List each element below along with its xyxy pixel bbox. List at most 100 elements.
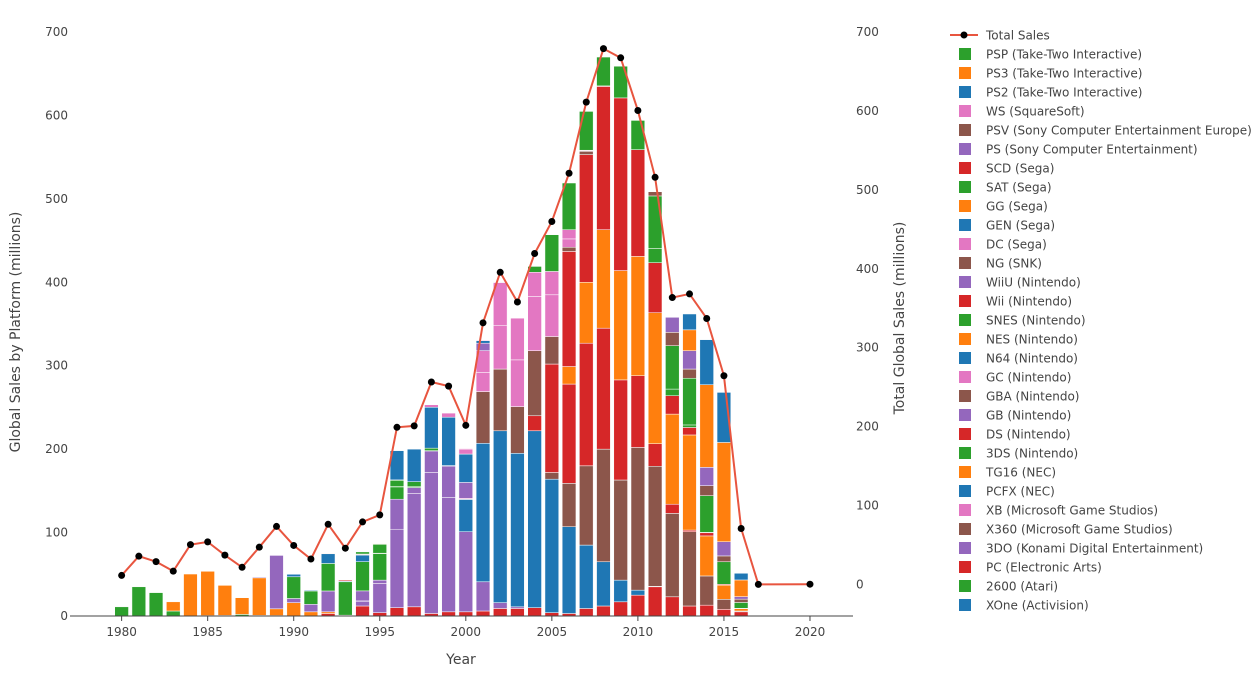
- total-sales-point[interactable]: [239, 564, 246, 571]
- bar-wii-nintendo[interactable]: [631, 150, 645, 257]
- bar-gc-nintendo[interactable]: [511, 318, 525, 360]
- bar-gb-nintendo[interactable]: [270, 555, 284, 608]
- bar-nes-nintendo[interactable]: [321, 612, 335, 614]
- bar-2600-atari[interactable]: [149, 593, 163, 616]
- bar-ps-sony-computer-entertainment[interactable]: [442, 498, 456, 612]
- bar-ps3-take-two-interactive[interactable]: [683, 435, 697, 530]
- bar-gb-nintendo[interactable]: [287, 598, 301, 602]
- bar-3ds-nintendo[interactable]: [717, 562, 731, 585]
- bar-3ds-nintendo[interactable]: [665, 346, 679, 389]
- legend-item-pc-electronic-arts[interactable]: PC (Electronic Arts): [959, 561, 1102, 575]
- bar-nes-nintendo[interactable]: [235, 598, 249, 615]
- bar-xb-microsoft-game-studios[interactable]: [528, 296, 542, 350]
- bar-psv-sony-computer-entertainment-europe[interactable]: [683, 369, 697, 378]
- legend-item-scd-sega[interactable]: SCD (Sega): [959, 162, 1054, 176]
- bar-pc-electronic-arts[interactable]: [717, 609, 731, 616]
- bar-sat-sega[interactable]: [407, 482, 421, 487]
- bar-3ds-nintendo[interactable]: [648, 196, 662, 249]
- bar-nes-nintendo[interactable]: [184, 574, 198, 616]
- total-sales-point[interactable]: [256, 544, 263, 551]
- bar-pc-electronic-arts[interactable]: [734, 612, 748, 616]
- bar-xb-microsoft-game-studios[interactable]: [511, 360, 525, 407]
- bar-wii-nintendo[interactable]: [648, 263, 662, 313]
- bar-ds-nintendo[interactable]: [648, 444, 662, 467]
- bar-ps2-take-two-interactive[interactable]: [476, 443, 490, 581]
- total-sales-point[interactable]: [342, 545, 349, 552]
- bar-n64-nintendo[interactable]: [425, 407, 439, 448]
- bar-wiiu-nintendo[interactable]: [665, 317, 679, 332]
- bar-gc-nintendo[interactable]: [562, 230, 576, 239]
- legend-item-ds-nintendo[interactable]: DS (Nintendo): [959, 428, 1071, 442]
- bar-gen-sega[interactable]: [356, 555, 370, 562]
- bar-ds-nintendo[interactable]: [631, 376, 645, 448]
- bar-nes-nintendo[interactable]: [304, 612, 318, 616]
- bar-x360-microsoft-game-studios[interactable]: [717, 599, 731, 609]
- bar-xb-microsoft-game-studios[interactable]: [476, 372, 490, 391]
- bar-sat-sega[interactable]: [390, 480, 404, 487]
- bar-gba-nintendo[interactable]: [511, 407, 525, 454]
- total-sales-point[interactable]: [686, 290, 693, 297]
- total-sales-point[interactable]: [462, 422, 469, 429]
- bar-ps-sony-computer-entertainment[interactable]: [407, 493, 421, 606]
- bar-x360-microsoft-game-studios[interactable]: [579, 466, 593, 545]
- bar-pc-electronic-arts[interactable]: [683, 606, 697, 616]
- bar-x360-microsoft-game-studios[interactable]: [683, 532, 697, 606]
- bar-wii-nintendo[interactable]: [562, 251, 576, 366]
- bar-dc-sega[interactable]: [442, 413, 456, 417]
- bar-3ds-nintendo[interactable]: [700, 496, 714, 533]
- bar-psp-take-two-interactive[interactable]: [683, 425, 697, 428]
- bar-gb-nintendo[interactable]: [321, 591, 335, 612]
- bar-ps2-take-two-interactive[interactable]: [528, 431, 542, 608]
- bar-ps-sony-computer-entertainment[interactable]: [511, 607, 525, 609]
- total-sales-point[interactable]: [393, 424, 400, 431]
- legend-item-ps-sony-computer-entertainment[interactable]: PS (Sony Computer Entertainment): [959, 143, 1198, 157]
- legend-item-xone-activision[interactable]: XOne (Activision): [959, 599, 1089, 613]
- legend-item-pcfx-nec[interactable]: PCFX (NEC): [959, 485, 1055, 499]
- bar-gba-nintendo[interactable]: [579, 151, 593, 154]
- bar-x360-microsoft-game-studios[interactable]: [665, 513, 679, 596]
- bar-gba-nintendo[interactable]: [476, 392, 490, 444]
- bar-2600-atari[interactable]: [132, 587, 146, 616]
- bar-nes-nintendo[interactable]: [252, 578, 266, 616]
- total-sales-point[interactable]: [118, 572, 125, 579]
- legend-item-3ds-nintendo[interactable]: 3DS (Nintendo): [959, 447, 1078, 461]
- bar-ps3-take-two-interactive[interactable]: [614, 271, 628, 380]
- legend-item-gba-nintendo[interactable]: GBA (Nintendo): [959, 390, 1080, 404]
- bar-pc-electronic-arts[interactable]: [614, 602, 628, 616]
- bar-ds-nintendo[interactable]: [545, 364, 559, 472]
- bar-nes-nintendo[interactable]: [201, 571, 215, 615]
- bar-xone-activision[interactable]: [734, 573, 748, 580]
- total-sales-point[interactable]: [480, 319, 487, 326]
- bar-gba-nintendo[interactable]: [562, 247, 576, 251]
- bar-psv-sony-computer-entertainment-europe[interactable]: [665, 332, 679, 345]
- bar-nes-nintendo[interactable]: [270, 609, 284, 616]
- bar-pc-electronic-arts[interactable]: [476, 611, 490, 616]
- bar-ds-nintendo[interactable]: [579, 343, 593, 466]
- total-sales-point[interactable]: [187, 541, 194, 548]
- bar-gba-nintendo[interactable]: [545, 337, 559, 365]
- bar-x360-microsoft-game-studios[interactable]: [562, 483, 576, 526]
- bar-ps3-take-two-interactive[interactable]: [579, 282, 593, 343]
- total-sales-point[interactable]: [170, 568, 177, 575]
- bar-gb-nintendo[interactable]: [442, 466, 456, 498]
- bar-n64-nintendo[interactable]: [476, 341, 490, 344]
- legend-item-snes-nintendo[interactable]: SNES (Nintendo): [959, 314, 1086, 328]
- legend-item-ng-snk[interactable]: NG (SNK): [959, 257, 1042, 271]
- bar-ps-sony-computer-entertainment[interactable]: [390, 529, 404, 607]
- bar-pc-electronic-arts[interactable]: [665, 597, 679, 616]
- total-sales-point[interactable]: [806, 581, 813, 588]
- bar-2600-atari[interactable]: [115, 607, 129, 616]
- bar-psp-take-two-interactive[interactable]: [631, 120, 645, 149]
- legend-item-wii-nintendo[interactable]: Wii (Nintendo): [959, 295, 1072, 309]
- bar-dc-sega[interactable]: [459, 449, 473, 454]
- bar-gen-sega[interactable]: [287, 574, 301, 577]
- bar-gc-nintendo[interactable]: [528, 272, 542, 296]
- bar-pc-electronic-arts[interactable]: [648, 587, 662, 616]
- total-sales-point[interactable]: [135, 553, 142, 560]
- bar-xone-activision[interactable]: [700, 340, 714, 385]
- total-sales-point[interactable]: [669, 294, 676, 301]
- bar-pc-electronic-arts[interactable]: [579, 608, 593, 616]
- legend-item-ws-squaresoft[interactable]: WS (SquareSoft): [959, 105, 1085, 119]
- bar-snes-nintendo[interactable]: [373, 553, 387, 580]
- bar-ps2-take-two-interactive[interactable]: [631, 590, 645, 595]
